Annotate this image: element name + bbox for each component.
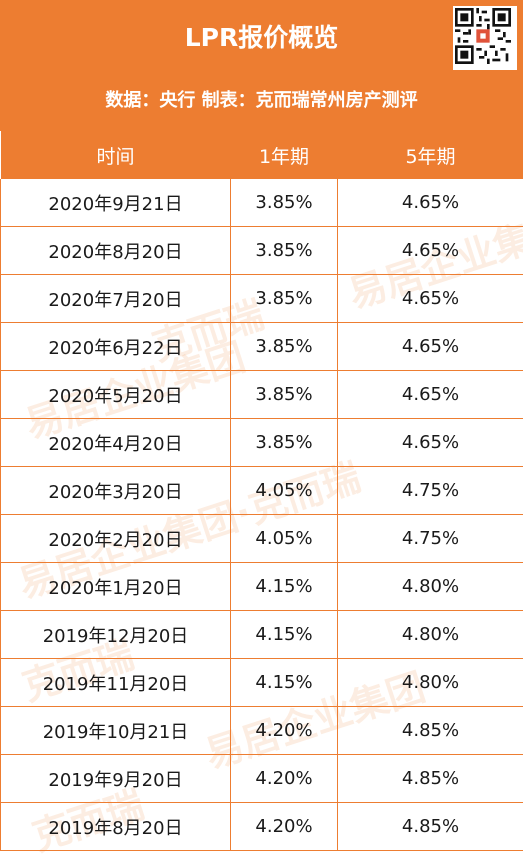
cell-date: 2020年2月20日: [1, 515, 231, 563]
cell-date: 2020年8月20日: [1, 227, 231, 275]
cell-rate-5y: 4.80%: [338, 563, 523, 611]
cell-rate-5y: 4.65%: [338, 419, 523, 467]
cell-rate-1y: 3.85%: [231, 371, 338, 419]
cell-rate-1y: 4.05%: [231, 467, 338, 515]
header-banner: LPR报价概览 数据：央行 制表：克而瑞常州房产测评: [0, 0, 523, 131]
qr-code-graphic: [455, 8, 511, 64]
cell-rate-5y: 4.65%: [338, 323, 523, 371]
cell-date: 2020年1月20日: [1, 563, 231, 611]
cell-date: 2019年12月20日: [1, 611, 231, 659]
cell-rate-5y: 4.75%: [338, 515, 523, 563]
qr-code-icon[interactable]: [453, 6, 517, 70]
cell-rate-5y: 4.85%: [338, 707, 523, 755]
cell-rate-5y: 4.65%: [338, 227, 523, 275]
cell-rate-1y: 3.85%: [231, 275, 338, 323]
cell-rate-5y: 4.75%: [338, 467, 523, 515]
cell-rate-1y: 3.85%: [231, 227, 338, 275]
cell-date: 2020年5月20日: [1, 371, 231, 419]
cell-rate-5y: 4.85%: [338, 803, 523, 851]
cell-date: 2019年9月20日: [1, 755, 231, 803]
cell-rate-1y: 4.20%: [231, 803, 338, 851]
cell-rate-1y: 3.85%: [231, 419, 338, 467]
cell-rate-1y: 4.05%: [231, 515, 338, 563]
cell-date: 2020年7月20日: [1, 275, 231, 323]
cell-rate-1y: 4.15%: [231, 659, 338, 707]
cell-date: 2020年9月21日: [1, 179, 231, 227]
page-title: LPR报价概览: [0, 18, 523, 54]
cell-rate-5y: 4.85%: [338, 755, 523, 803]
cell-date: 2019年11月20日: [1, 659, 231, 707]
column-header-date: 时间: [1, 131, 231, 179]
cell-rate-5y: 4.80%: [338, 659, 523, 707]
column-header-1y: 1年期: [231, 131, 338, 179]
page-subtitle: 数据：央行 制表：克而瑞常州房产测评: [0, 86, 523, 112]
cell-rate-1y: 3.85%: [231, 179, 338, 227]
cell-rate-1y: 4.20%: [231, 707, 338, 755]
cell-date: 2020年4月20日: [1, 419, 231, 467]
cell-date: 2019年8月20日: [1, 803, 231, 851]
column-header-5y: 5年期: [338, 131, 523, 179]
cell-rate-1y: 4.20%: [231, 755, 338, 803]
cell-date: 2020年3月20日: [1, 467, 231, 515]
cell-rate-1y: 4.15%: [231, 611, 338, 659]
cell-rate-5y: 4.65%: [338, 275, 523, 323]
cell-rate-1y: 3.85%: [231, 323, 338, 371]
cell-rate-5y: 4.65%: [338, 179, 523, 227]
cell-rate-5y: 4.80%: [338, 611, 523, 659]
cell-date: 2020年6月22日: [1, 323, 231, 371]
cell-rate-1y: 4.15%: [231, 563, 338, 611]
cell-date: 2019年10月21日: [1, 707, 231, 755]
table-header-row: 时间 1年期 5年期: [1, 131, 523, 179]
cell-rate-5y: 4.65%: [338, 371, 523, 419]
